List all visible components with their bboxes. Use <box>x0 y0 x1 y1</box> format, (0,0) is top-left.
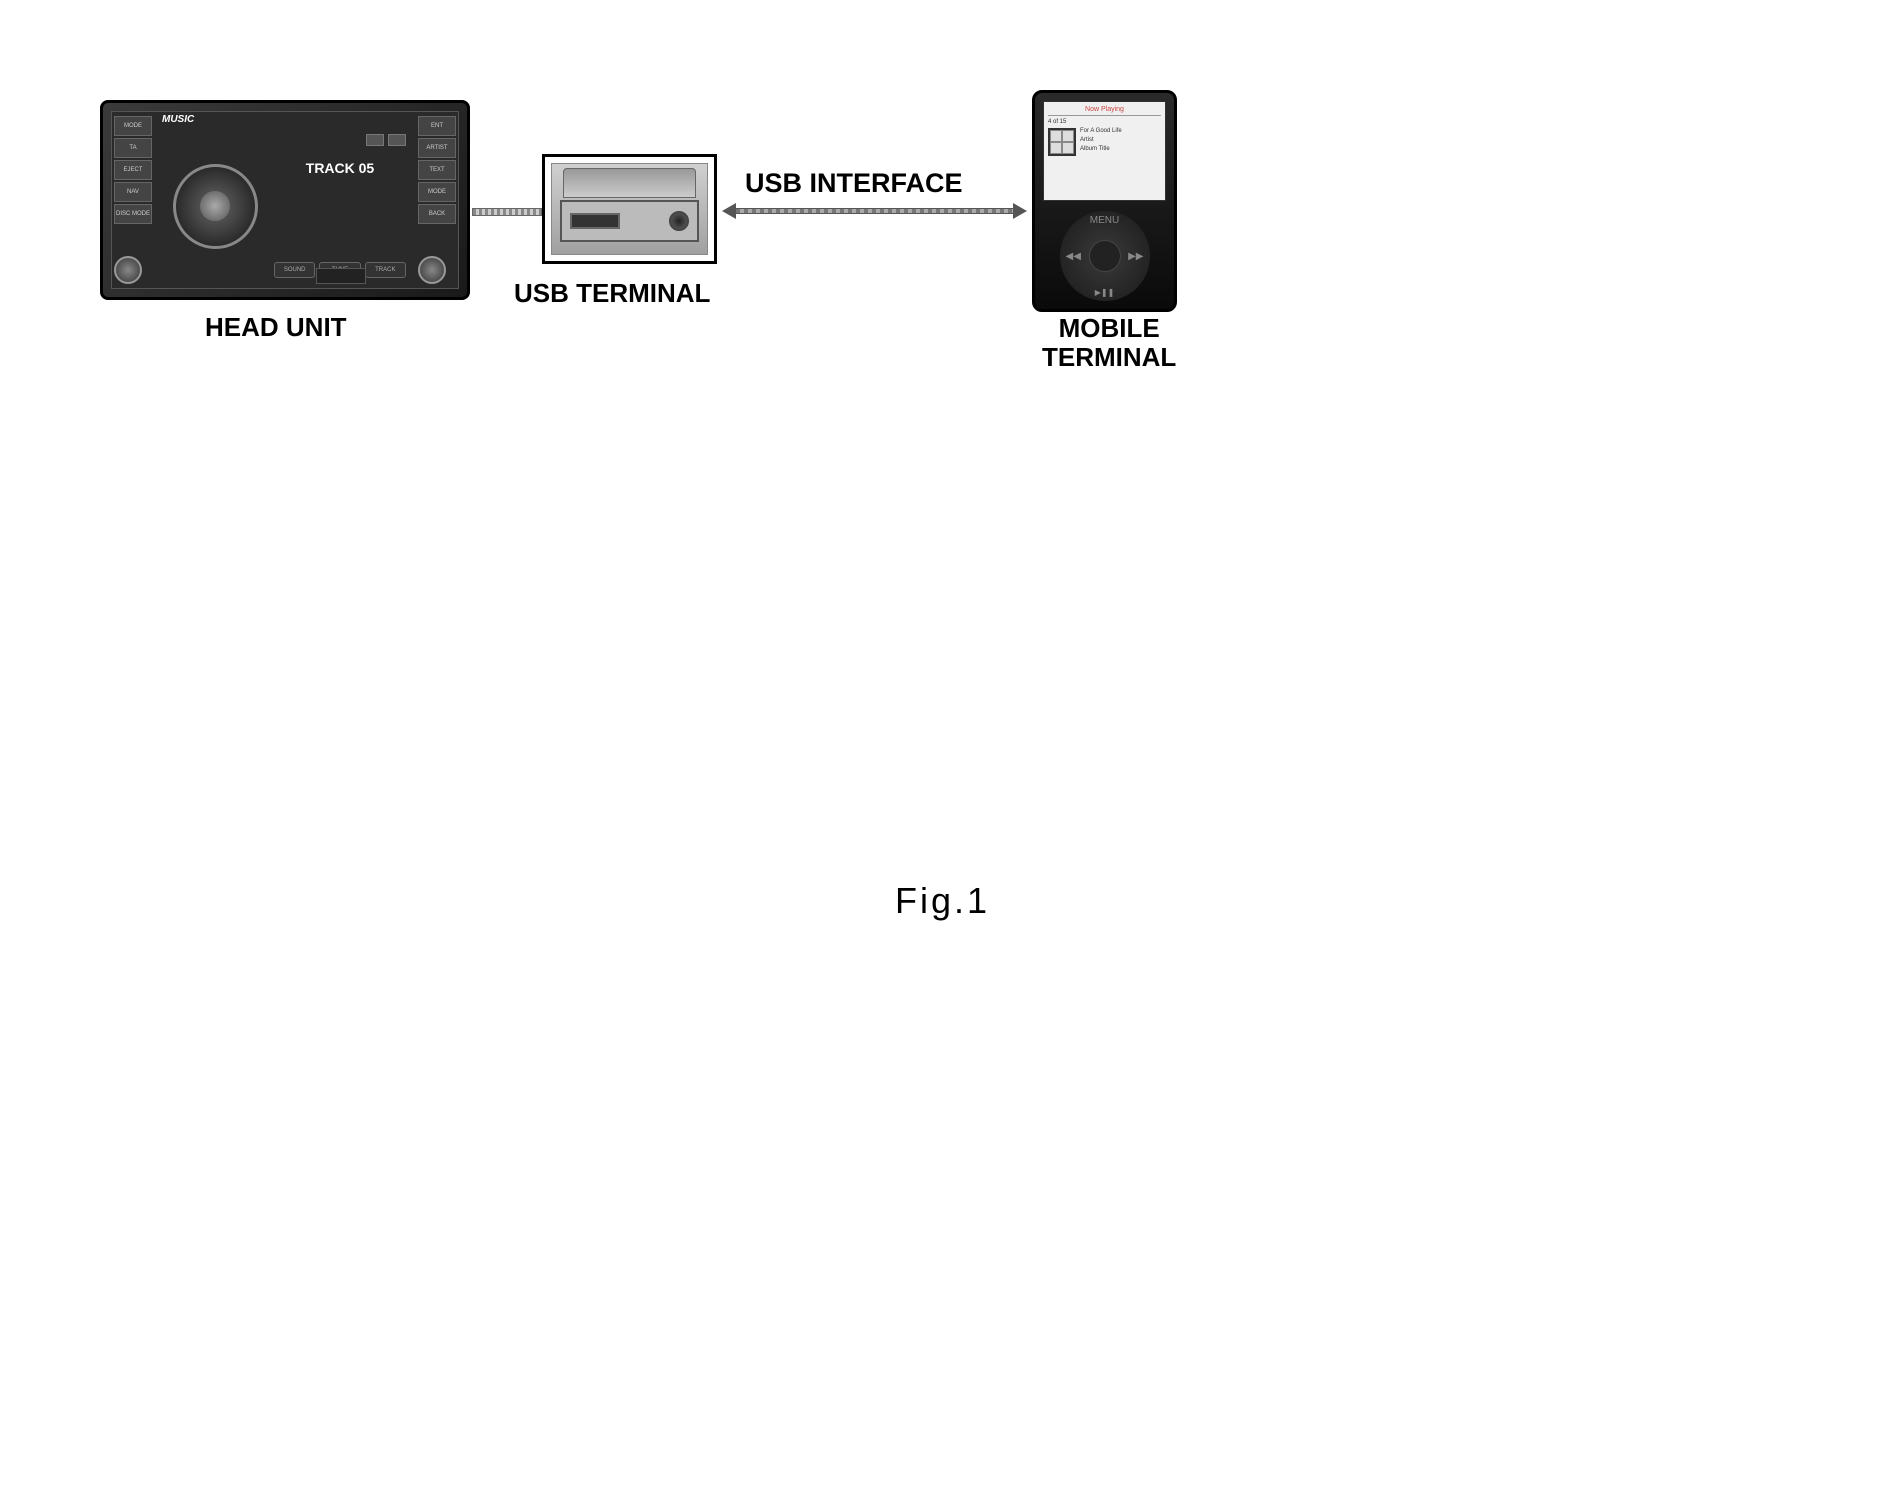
track-title: For A Good Life <box>1080 128 1161 134</box>
hu-button: MODE <box>418 182 456 202</box>
wheel-play-icon: ▶❚❚ <box>1095 288 1115 297</box>
dial-center-icon <box>200 191 230 221</box>
hu-button: TEXT <box>418 160 456 180</box>
indicator-icon <box>388 134 406 146</box>
arrow-bar <box>736 208 1013 214</box>
display-indicators <box>274 134 406 146</box>
jog-dial-icon <box>173 164 258 249</box>
usb-lid-icon <box>563 168 695 198</box>
mobile-terminal-block: Now Playing 4 of 15 For A Good Life Arti… <box>1032 90 1177 312</box>
head-unit-right-column: ENT ARTIST TEXT MODE BACK <box>416 112 458 288</box>
arrow-right-icon <box>1013 203 1027 219</box>
soft-button: TRACK <box>365 262 406 278</box>
track-index: 4 of 15 <box>1048 119 1161 125</box>
dial-area <box>160 118 270 282</box>
head-unit-panel: MODE TA EJECT NAV DISC MODE MUSIC <box>111 111 459 289</box>
screen-header: Now Playing <box>1048 106 1161 116</box>
disc-slot-icon <box>316 268 366 284</box>
brand-label: MUSIC <box>162 114 194 125</box>
usb-terminal-label: USB TERMINAL <box>514 278 710 309</box>
usb-face <box>560 200 700 242</box>
hu-button: BACK <box>418 204 456 224</box>
usb-port-icon <box>570 213 620 229</box>
usb-terminal-body <box>551 163 708 255</box>
tune-knob-icon <box>418 256 446 284</box>
hu-button: DISC MODE <box>114 204 152 224</box>
mobile-screen: Now Playing 4 of 15 For A Good Life Arti… <box>1043 101 1166 201</box>
hu-button: EJECT <box>114 160 152 180</box>
cable-connector <box>472 208 542 216</box>
track-info: For A Good Life Artist Album Title <box>1080 128 1161 156</box>
hu-button: ARTIST <box>418 138 456 158</box>
screen-content: For A Good Life Artist Album Title <box>1048 128 1161 156</box>
track-artist: Artist <box>1080 137 1161 143</box>
arrow-left-icon <box>722 203 736 219</box>
double-arrow-connector <box>722 206 1027 216</box>
track-readout: TRACK 05 <box>274 160 406 176</box>
indicator-icon <box>366 134 384 146</box>
soft-button: SOUND <box>274 262 315 278</box>
usb-terminal-block <box>542 154 717 264</box>
aux-jack-icon <box>669 211 689 231</box>
head-unit-label: HEAD UNIT <box>205 312 347 343</box>
figure-caption: Fig.1 <box>895 880 990 922</box>
wheel-prev-icon: ◀◀ <box>1066 251 1081 262</box>
mobile-label-line1: MOBILE <box>1059 313 1160 343</box>
head-unit-display: TRACK 05 SOUND TUNE TRACK <box>270 118 410 282</box>
diagram-container: MODE TA EJECT NAV DISC MODE MUSIC <box>100 90 1220 370</box>
hu-button: ENT <box>418 116 456 136</box>
head-unit-block: MODE TA EJECT NAV DISC MODE MUSIC <box>100 100 470 300</box>
wheel-select-icon <box>1089 240 1121 272</box>
volume-knob-icon <box>114 256 142 284</box>
head-unit-left-column: MODE TA EJECT NAV DISC MODE <box>112 112 154 288</box>
mobile-label-line2: TERMINAL <box>1042 342 1176 372</box>
hu-button: MODE <box>114 116 152 136</box>
mobile-controls: MENU ◀◀ ▶▶ ▶❚❚ <box>1043 211 1166 301</box>
head-unit-center: MUSIC TRACK 05 SOUND TUNE TRACK <box>154 112 416 288</box>
hu-button: NAV <box>114 182 152 202</box>
track-album: Album Title <box>1080 146 1161 152</box>
wheel-next-icon: ▶▶ <box>1128 251 1143 262</box>
wheel-menu-label: MENU <box>1090 215 1119 226</box>
click-wheel-icon: MENU ◀◀ ▶▶ ▶❚❚ <box>1060 211 1150 301</box>
usb-interface-label: USB INTERFACE <box>745 168 963 199</box>
album-art-icon <box>1048 128 1076 156</box>
mobile-terminal-label: MOBILE TERMINAL <box>1042 314 1176 371</box>
hu-button: TA <box>114 138 152 158</box>
